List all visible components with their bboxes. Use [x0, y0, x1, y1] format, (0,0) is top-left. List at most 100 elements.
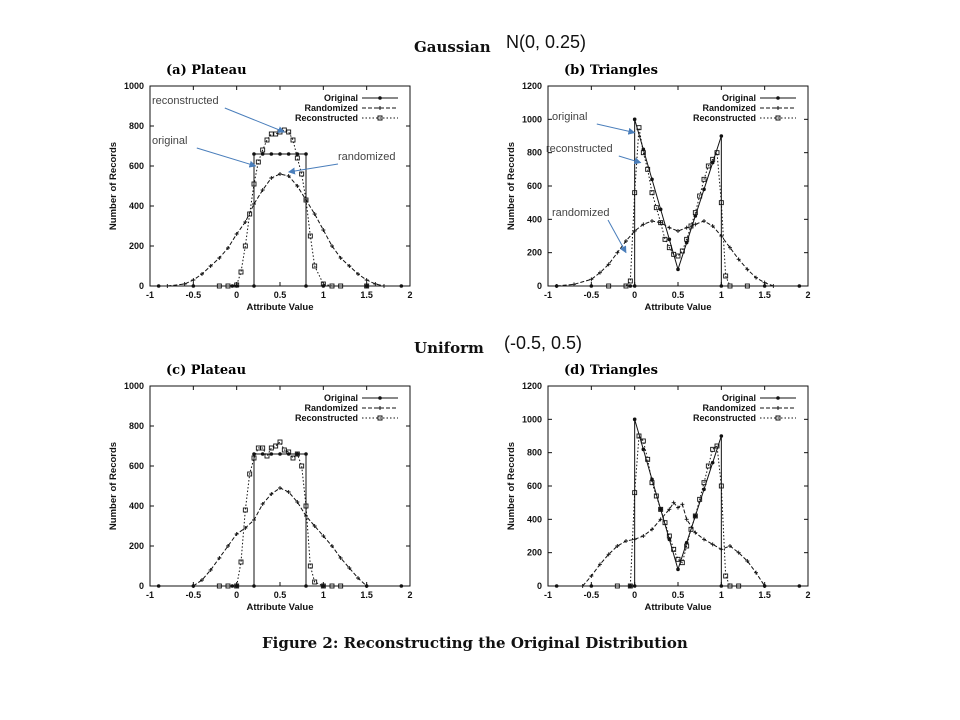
legend-label: Original [324, 393, 358, 403]
legend-label: Reconstructed [295, 113, 358, 123]
y-tick-label: 0 [139, 581, 144, 591]
data-point-reconstructed [653, 205, 659, 211]
legend-marker [378, 106, 382, 110]
data-point-randomized [347, 264, 352, 268]
data-point-randomized [243, 220, 248, 224]
data-point-randomized [165, 284, 170, 288]
data-point-original [234, 584, 239, 588]
x-axis-label: Attribute Value [644, 602, 711, 613]
data-point-randomized [260, 502, 265, 506]
data-point-reconstructed [264, 137, 270, 143]
data-point-randomized [641, 222, 646, 227]
data-point-randomized [684, 225, 689, 230]
annotation-label: reconstructed [546, 143, 613, 155]
data-point-reconstructed [632, 190, 638, 196]
data-point-original [589, 284, 594, 288]
data-point-reconstructed [338, 583, 344, 589]
y-tick-label: 200 [527, 548, 542, 558]
data-point-randomized [676, 229, 680, 233]
legend-marker [775, 115, 781, 121]
data-point-reconstructed [705, 463, 711, 469]
x-tick-label: 2 [805, 590, 810, 600]
data-point-original [702, 487, 706, 492]
legend-label: Randomized [304, 103, 358, 113]
data-point-reconstructed [251, 455, 257, 461]
data-point-randomized [710, 542, 715, 547]
data-point-randomized [754, 570, 758, 575]
annotation-arrow [596, 123, 636, 135]
data-point-reconstructed [645, 166, 651, 172]
x-tick-label: 0 [632, 290, 637, 300]
data-point-randomized [286, 490, 291, 494]
figure-caption: Figure 2: Reconstructing the Original Di… [262, 634, 688, 652]
data-point-randomized [641, 534, 646, 538]
x-tick-label: 0.5 [274, 290, 287, 300]
x-tick-label: 1.5 [758, 590, 771, 600]
data-point-reconstructed [718, 200, 724, 206]
x-tick-label: 0.5 [672, 590, 685, 600]
annotation-label: randomized [338, 151, 395, 163]
data-point-reconstructed [307, 563, 313, 569]
data-point-reconstructed [614, 583, 620, 589]
legend-label: Reconstructed [693, 113, 756, 123]
data-point-randomized [719, 234, 724, 238]
data-point-reconstructed [242, 507, 248, 513]
data-point-randomized [234, 532, 239, 536]
data-point-randomized [252, 202, 256, 206]
y-tick-label: 0 [537, 281, 542, 291]
series-line-randomized [556, 220, 774, 287]
data-point-original [702, 187, 706, 192]
data-point-reconstructed [671, 546, 677, 552]
legend-label: Randomized [304, 403, 358, 413]
legend-marker [378, 96, 382, 100]
annotation-arrow [196, 147, 257, 168]
data-point-original [719, 584, 724, 588]
data-point-randomized [338, 556, 343, 560]
data-point-randomized [356, 576, 360, 580]
y-tick-label: 800 [129, 121, 144, 131]
data-point-randomized [589, 277, 594, 282]
annotation-arrow [224, 107, 285, 133]
data-point-reconstructed [260, 445, 266, 451]
data-point-original [719, 284, 724, 288]
y-tick-label: 800 [527, 448, 542, 458]
data-point-randomized [745, 267, 750, 272]
data-point-original [269, 152, 274, 156]
data-point-reconstructed [238, 559, 244, 565]
data-point-reconstructed [666, 245, 672, 251]
data-point-randomized [286, 174, 291, 178]
series-line-original [158, 453, 402, 587]
data-point-randomized [728, 245, 732, 250]
data-point-reconstructed [723, 273, 729, 279]
x-tick-label: 1 [321, 290, 326, 300]
data-point-randomized [676, 505, 680, 510]
data-point-original [278, 152, 282, 156]
data-point-original [719, 434, 724, 438]
data-point-reconstructed [697, 193, 703, 199]
data-point-original [589, 584, 594, 588]
x-tick-label: 2 [805, 290, 810, 300]
data-point-randomized [598, 270, 602, 275]
data-point-reconstructed [684, 236, 690, 242]
data-point-reconstructed [320, 281, 326, 287]
data-point-reconstructed [338, 283, 344, 289]
data-point-randomized [243, 526, 248, 530]
panel-title: (d) Triangles [564, 363, 658, 378]
data-point-reconstructed [692, 210, 698, 216]
data-point-reconstructed [234, 282, 240, 288]
data-point-randomized [624, 239, 628, 243]
data-point-randomized [321, 534, 326, 538]
annotation-label: reconstructed [152, 95, 219, 107]
data-point-randomized [278, 172, 282, 176]
data-point-reconstructed [679, 248, 685, 254]
data-point-reconstructed [736, 583, 742, 589]
data-point-original [304, 452, 308, 456]
data-point-original [667, 237, 672, 242]
y-tick-label: 200 [129, 241, 144, 251]
data-point-reconstructed [286, 449, 292, 455]
data-point-randomized [693, 530, 698, 535]
data-point-randomized [702, 537, 706, 542]
x-tick-label: 1.5 [360, 590, 373, 600]
data-point-randomized [589, 574, 594, 578]
data-point-reconstructed [234, 583, 240, 589]
